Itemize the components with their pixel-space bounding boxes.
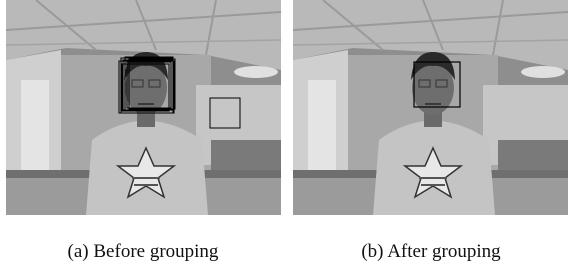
caption: (b) After grouping [361, 241, 501, 262]
figure: (a) Before grouping (b) After grouping [0, 0, 573, 273]
panel-a [6, 0, 281, 215]
caption: (a) Before grouping [68, 241, 219, 262]
panel-b [293, 0, 568, 215]
